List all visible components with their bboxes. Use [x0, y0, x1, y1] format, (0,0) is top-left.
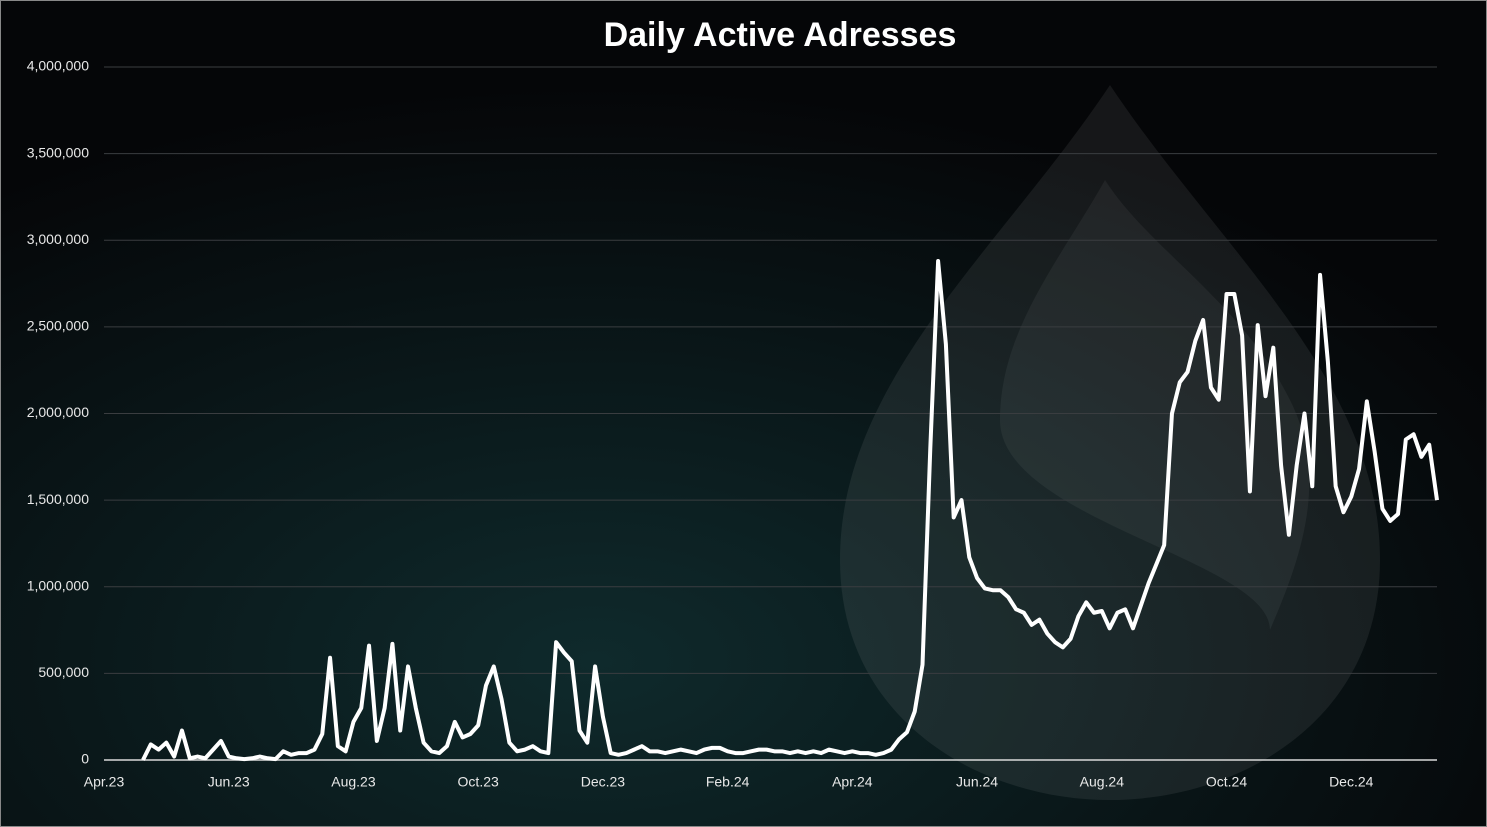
y-tick-label: 500,000 [38, 664, 89, 680]
y-tick-label: 0 [81, 751, 89, 767]
y-tick-label: 4,000,000 [27, 58, 89, 74]
x-tick-label: Oct.24 [1206, 774, 1247, 790]
y-tick-label: 1,000,000 [27, 577, 89, 593]
y-tick-label: 2,500,000 [27, 318, 89, 334]
data-line [141, 259, 1439, 762]
x-tick-label: Oct.23 [458, 774, 499, 790]
y-tick-label: 2,000,000 [27, 404, 89, 420]
x-tick-label: Dec.24 [1329, 774, 1374, 790]
x-tick-label: Aug.24 [1080, 774, 1125, 790]
x-tick-label: Apr.23 [84, 774, 125, 790]
x-tick-label: Dec.23 [581, 774, 626, 790]
x-tick-label: Jun.23 [208, 774, 250, 790]
x-tick-label: Jun.24 [956, 774, 998, 790]
chart-title: Daily Active Adresses [604, 16, 957, 54]
x-tick-label: Feb.24 [706, 774, 750, 790]
y-tick-label: 3,000,000 [27, 231, 89, 247]
watermark-inner [1000, 180, 1310, 630]
x-tick-label: Aug.23 [331, 774, 376, 790]
x-tick-label: Apr.24 [832, 774, 873, 790]
y-tick-label: 1,500,000 [27, 491, 89, 507]
watermark [840, 85, 1380, 800]
y-tick-label: 3,500,000 [27, 144, 89, 160]
grid [104, 66, 1437, 761]
plot [141, 259, 1439, 762]
